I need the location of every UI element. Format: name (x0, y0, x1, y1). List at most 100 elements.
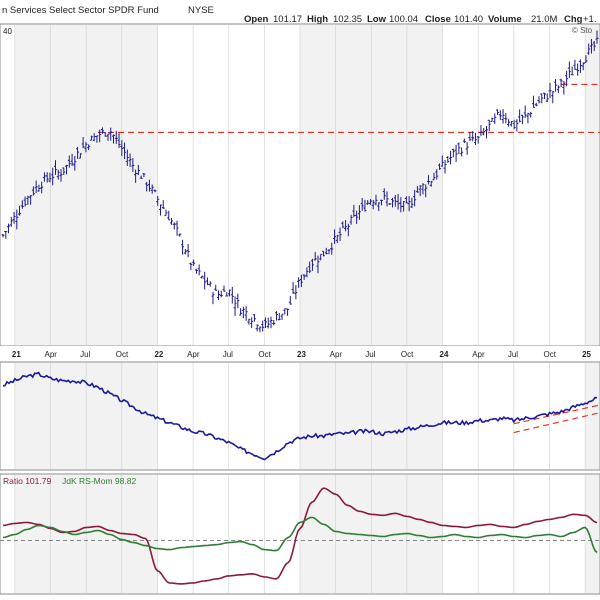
price-bar (164, 209, 168, 216)
price-bar (26, 195, 30, 205)
price-bar (443, 159, 447, 174)
price-bar (153, 189, 157, 193)
price-bar (438, 163, 442, 170)
price-bar (192, 259, 196, 267)
price-bar (128, 153, 132, 168)
price-bar (399, 197, 403, 213)
x-tick-label: Oct (116, 350, 129, 359)
price-bar (106, 133, 110, 141)
price-bar (479, 125, 483, 137)
price-bar (178, 233, 182, 237)
price-scale-label: 40 (3, 27, 12, 36)
price-bar (418, 185, 422, 196)
price-bar (435, 169, 439, 180)
price-bar (297, 277, 301, 288)
open-value: 101.17 (273, 14, 302, 25)
price-bar (263, 317, 267, 329)
price-bar (15, 209, 19, 230)
price-bar (214, 284, 218, 291)
price-bar (20, 200, 24, 209)
price-bar (31, 186, 35, 196)
price-bar (484, 125, 488, 139)
price-bar (465, 141, 469, 155)
price-bar (156, 195, 160, 206)
price-bar (391, 197, 395, 208)
price-ohlc-bars (1, 30, 599, 333)
price-bar (316, 255, 320, 274)
price-bar (554, 79, 558, 92)
price-bar (523, 105, 527, 118)
price-bar (98, 129, 102, 143)
price-bar (37, 184, 41, 192)
price-bar (457, 142, 461, 155)
rs-momentum-series (2, 516, 598, 554)
price-bar (595, 30, 599, 44)
high-label: High (307, 14, 328, 25)
price-bar (509, 120, 513, 127)
price-bar (62, 167, 66, 175)
x-tick-label: 25 (582, 350, 591, 359)
price-bar (415, 186, 419, 193)
price-bar (581, 62, 585, 71)
x-tick-label: Oct (543, 350, 556, 359)
price-gridlines (14, 25, 586, 345)
price-bar (211, 291, 215, 305)
price-bar (205, 277, 209, 286)
year-shade (585, 475, 599, 593)
price-bar (277, 312, 281, 321)
price-bar (239, 308, 243, 316)
price-bar (333, 229, 337, 244)
price-bar (230, 286, 234, 304)
x-tick-label: 22 (154, 350, 163, 359)
price-resistance-lines (98, 83, 600, 134)
close-value: 101.40 (454, 14, 483, 25)
price-bar (275, 311, 279, 321)
price-bar (120, 140, 124, 156)
price-bar (570, 66, 574, 76)
price-bar (368, 199, 372, 205)
price-bar (534, 102, 538, 107)
price-bar (286, 308, 290, 316)
price-bar (327, 249, 331, 255)
price-bar (468, 131, 472, 141)
price-bar (250, 317, 254, 328)
price-bar (515, 119, 519, 132)
price-bar (363, 199, 367, 212)
price-bar (346, 223, 350, 237)
open-label: Open (244, 14, 268, 25)
price-bar (424, 184, 428, 198)
price-bar (335, 234, 339, 244)
price-bar (380, 199, 384, 206)
trend-channel-lower (513, 412, 600, 434)
x-tick-label: Jul (365, 350, 375, 359)
price-bar (410, 197, 414, 208)
price-bar (200, 275, 204, 279)
price-bar (170, 218, 174, 225)
price-bar (565, 70, 569, 87)
price-bar (134, 169, 138, 183)
price-bar (429, 180, 433, 187)
price-bar (454, 144, 458, 162)
price-bar (366, 200, 370, 205)
price-bar (142, 173, 146, 178)
price-bar (426, 175, 430, 185)
price-bar (147, 179, 151, 192)
price-bar (349, 214, 353, 225)
price-bar (344, 220, 348, 232)
price-bar (476, 136, 480, 144)
price-bar (258, 326, 262, 333)
price-bar (244, 306, 248, 321)
price-bar (302, 274, 306, 280)
price-bar (330, 242, 334, 255)
price-bar (449, 150, 453, 165)
price-bar (576, 63, 580, 76)
price-bar (308, 261, 312, 274)
price-bar (103, 132, 107, 137)
price-bar (355, 210, 359, 224)
price-bar (313, 251, 317, 261)
price-bar (236, 293, 240, 309)
price-bar (34, 180, 38, 194)
price-bar (338, 227, 342, 242)
price-bar (324, 247, 328, 255)
price-bar (559, 78, 563, 87)
